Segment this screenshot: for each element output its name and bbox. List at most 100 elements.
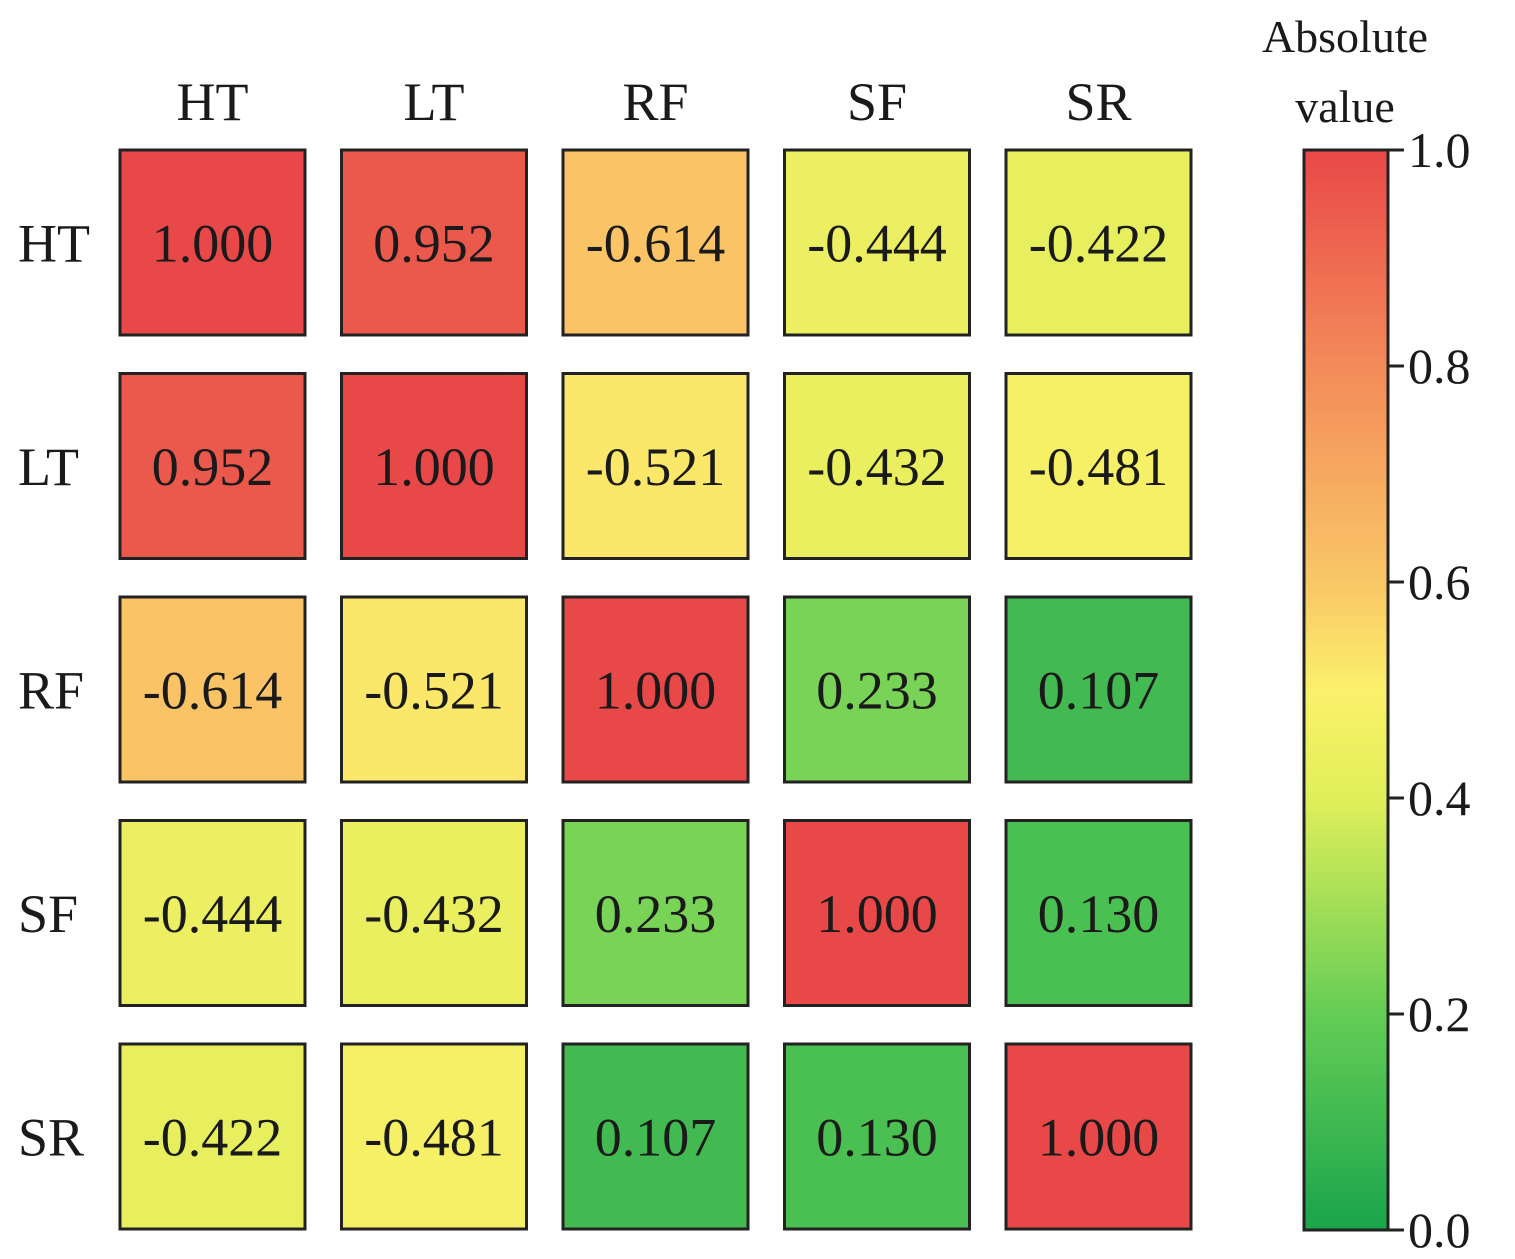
- cell-sr-ht: -0.422: [118, 1042, 307, 1231]
- cell-rect: [118, 1042, 307, 1231]
- cell-sf-lt: -0.432: [340, 819, 528, 1007]
- colorbar-ticks: 1.0 0.8 0.6 0.4 0.2 0.0: [1388, 122, 1471, 1258]
- cell-value-label: 0.952: [373, 214, 495, 274]
- cell-rect: [783, 595, 971, 784]
- colorbar-title-line2: value: [1295, 81, 1395, 132]
- colorbar-tick-label: 0.0: [1408, 1202, 1471, 1258]
- colorbar-tick-label: 0.6: [1408, 554, 1471, 610]
- cell-sf-rf: 0.233: [561, 819, 750, 1007]
- cell-value-label: 0.233: [816, 661, 938, 721]
- cell-value-label: -0.432: [807, 437, 946, 497]
- cell-value-label: 1.000: [595, 661, 717, 721]
- cell-value-label: -0.432: [364, 884, 503, 944]
- cell-rect: [118, 372, 307, 560]
- cell-value-label: 1.000: [1038, 1108, 1160, 1168]
- cell-ht-ht: 1.000: [118, 148, 307, 337]
- colorbar-tick-label: 1.0: [1408, 122, 1471, 178]
- cell-sf-sr: 0.130: [1004, 819, 1193, 1007]
- cell-value-label: 1.000: [816, 884, 938, 944]
- cell-rect: [561, 1042, 750, 1231]
- col-label-sr: SR: [1065, 72, 1131, 132]
- cell-value-label: -0.521: [364, 661, 503, 721]
- cell-value-label: -0.521: [586, 437, 725, 497]
- row-label-ht: HT: [18, 214, 90, 274]
- cell-lt-lt: 1.000: [340, 372, 528, 560]
- cell-rect: [340, 1042, 528, 1231]
- cell-value-label: -0.444: [143, 884, 282, 944]
- row-labels: HT LT RF SF SR: [18, 214, 90, 1168]
- row-label-rf: RF: [18, 661, 84, 721]
- cell-sr-lt: -0.481: [340, 1042, 528, 1231]
- cell-sr-sr: 1.000: [1004, 1042, 1193, 1231]
- cell-ht-rf: -0.614: [561, 148, 750, 337]
- heatmap-cells: 1.000 0.952 -0.614 -0.444 -0.422 0.952 1.000 -0…: [118, 148, 1193, 1231]
- cell-value-label: -0.444: [807, 214, 946, 274]
- cell-value-label: 0.107: [595, 1108, 717, 1168]
- cell-rect: [118, 819, 307, 1007]
- cell-lt-sr: -0.481: [1004, 372, 1193, 560]
- cell-rect: [783, 819, 971, 1007]
- cell-rect: [1004, 819, 1193, 1007]
- cell-value-label: -0.422: [1029, 214, 1168, 274]
- cell-value-label: -0.481: [1029, 437, 1168, 497]
- cell-rf-rf: 1.000: [561, 595, 750, 784]
- cell-rect: [1004, 1042, 1193, 1231]
- row-label-sf: SF: [18, 884, 78, 944]
- cell-rect: [561, 372, 750, 560]
- cell-rect: [340, 372, 528, 560]
- cell-sr-sf: 0.130: [783, 1042, 971, 1231]
- colorbar-tick-label: 0.4: [1408, 770, 1471, 826]
- colorbar-gradient: [1302, 148, 1390, 1232]
- cell-rect: [561, 595, 750, 784]
- row-label-lt: LT: [18, 437, 79, 497]
- cell-rf-sr: 0.107: [1004, 595, 1193, 784]
- cell-rect: [783, 148, 971, 337]
- cell-value-label: -0.614: [586, 214, 725, 274]
- col-label-sf: SF: [847, 72, 907, 132]
- cell-rect: [561, 819, 750, 1007]
- colorbar-tick-label: 0.2: [1408, 986, 1471, 1042]
- cell-rect: [783, 372, 971, 560]
- cell-rect: [561, 148, 750, 337]
- cell-rf-lt: -0.521: [340, 595, 528, 784]
- cell-lt-sf: -0.432: [783, 372, 971, 560]
- cell-value-label: -0.481: [364, 1108, 503, 1168]
- cell-value-label: -0.422: [143, 1108, 282, 1168]
- colorbar: Absolute value 1.0 0.8 0.6 0.4 0.2 0.0: [1262, 11, 1471, 1258]
- cell-rect: [1004, 148, 1193, 337]
- cell-rect: [340, 819, 528, 1007]
- cell-value-label: 1.000: [373, 437, 495, 497]
- cell-sr-rf: 0.107: [561, 1042, 750, 1231]
- cell-value-label: 0.130: [816, 1108, 938, 1168]
- cell-sf-ht: -0.444: [118, 819, 307, 1007]
- cell-rect: [783, 1042, 971, 1231]
- column-labels: HT LT RF SF SR: [177, 72, 1132, 132]
- cell-rf-ht: -0.614: [118, 595, 307, 784]
- row-label-sr: SR: [18, 1108, 84, 1168]
- cell-rect: [118, 148, 307, 337]
- colorbar-tick-label: 0.8: [1408, 338, 1471, 394]
- cell-ht-sr: -0.422: [1004, 148, 1193, 337]
- cell-value-label: -0.614: [143, 661, 282, 721]
- cell-rect: [340, 595, 528, 784]
- colorbar-title-line1: Absolute: [1262, 11, 1428, 62]
- cell-ht-sf: -0.444: [783, 148, 971, 337]
- cell-value-label: 0.107: [1038, 661, 1160, 721]
- cell-rect: [118, 595, 307, 784]
- cell-rect: [1004, 595, 1193, 784]
- col-label-ht: HT: [177, 72, 249, 132]
- col-label-lt: LT: [403, 72, 464, 132]
- col-label-rf: RF: [622, 72, 688, 132]
- cell-rf-sf: 0.233: [783, 595, 971, 784]
- cell-lt-ht: 0.952: [118, 372, 307, 560]
- cell-value-label: 0.952: [152, 437, 274, 497]
- cell-ht-lt: 0.952: [340, 148, 528, 337]
- cell-value-label: 1.000: [152, 214, 274, 274]
- cell-sf-sf: 1.000: [783, 819, 971, 1007]
- cell-rect: [1004, 372, 1193, 560]
- cell-lt-rf: -0.521: [561, 372, 750, 560]
- cell-value-label: 0.130: [1038, 884, 1160, 944]
- cell-value-label: 0.233: [595, 884, 717, 944]
- cell-rect: [340, 148, 528, 337]
